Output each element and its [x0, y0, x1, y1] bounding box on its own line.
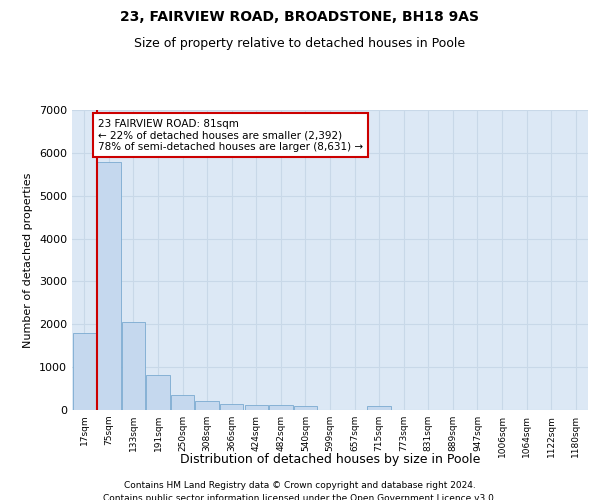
Text: Contains public sector information licensed under the Open Government Licence v3: Contains public sector information licen… — [103, 494, 497, 500]
Bar — [73, 334, 96, 410]
Bar — [294, 406, 317, 410]
Bar — [245, 405, 268, 410]
Bar — [269, 406, 293, 410]
Bar — [146, 375, 170, 410]
Text: Contains HM Land Registry data © Crown copyright and database right 2024.: Contains HM Land Registry data © Crown c… — [124, 481, 476, 490]
Bar — [367, 406, 391, 410]
Text: 23 FAIRVIEW ROAD: 81sqm
← 22% of detached houses are smaller (2,392)
78% of semi: 23 FAIRVIEW ROAD: 81sqm ← 22% of detache… — [98, 118, 363, 152]
Bar — [97, 162, 121, 410]
Bar — [220, 404, 244, 410]
Bar — [171, 395, 194, 410]
Bar — [122, 322, 145, 410]
Text: Distribution of detached houses by size in Poole: Distribution of detached houses by size … — [180, 452, 480, 466]
Text: Size of property relative to detached houses in Poole: Size of property relative to detached ho… — [134, 38, 466, 51]
Y-axis label: Number of detached properties: Number of detached properties — [23, 172, 34, 348]
Text: 23, FAIRVIEW ROAD, BROADSTONE, BH18 9AS: 23, FAIRVIEW ROAD, BROADSTONE, BH18 9AS — [121, 10, 479, 24]
Bar — [196, 402, 219, 410]
